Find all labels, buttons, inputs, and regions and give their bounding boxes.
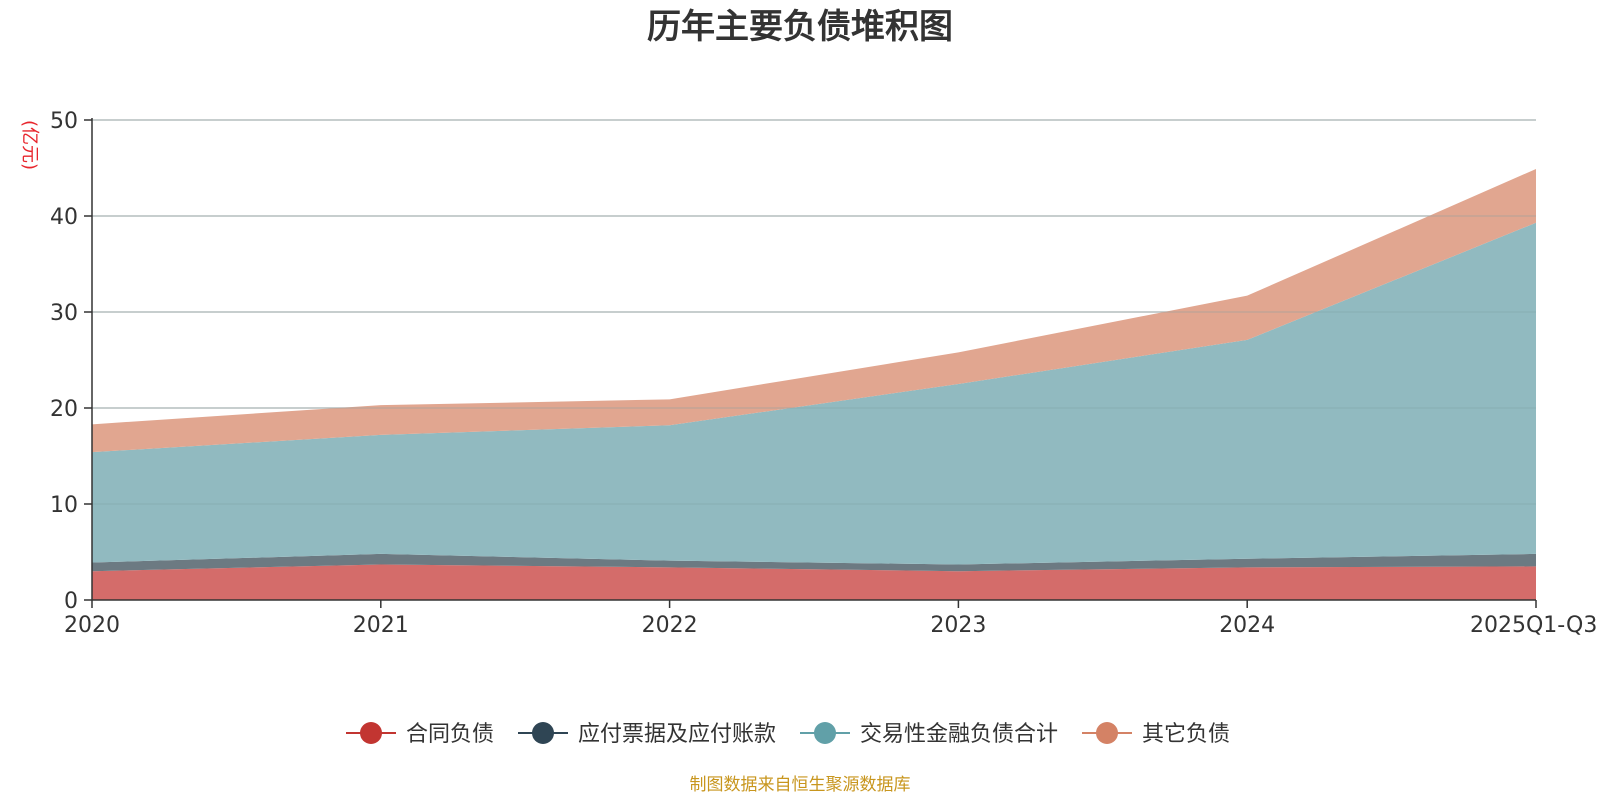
legend-marker <box>532 722 554 744</box>
chart-title: 历年主要负债堆积图 <box>647 7 953 47</box>
y-tick-label: 10 <box>50 493 78 518</box>
legend-marker <box>814 722 836 744</box>
area-series-1 <box>92 564 1536 600</box>
y-axis-label: (亿元) <box>19 120 40 170</box>
legend-label: 应付票据及应付账款 <box>578 722 776 747</box>
legend-marker <box>1096 722 1118 744</box>
x-tick-label: 2021 <box>353 613 409 638</box>
legend-label: 其它负债 <box>1142 722 1230 747</box>
x-tick-label: 2025Q1-Q3 <box>1470 613 1597 638</box>
legend-item-3: 交易性金融负债合计 <box>800 722 1058 747</box>
x-tick-label: 2023 <box>930 613 986 638</box>
y-tick-label: 20 <box>50 397 78 422</box>
legend-marker <box>360 722 382 744</box>
legend-label: 合同负债 <box>406 722 494 747</box>
legend-item-2: 应付票据及应付账款 <box>518 722 776 747</box>
x-tick-label: 2022 <box>642 613 698 638</box>
area-series-4 <box>92 168 1536 453</box>
legend-item-4: 其它负债 <box>1082 722 1230 747</box>
y-tick-label: 50 <box>50 109 78 134</box>
legend-item-1: 合同负债 <box>346 722 494 747</box>
y-tick-label: 40 <box>50 205 78 230</box>
axes: 0 10 20 30 40 50 2020 2021 2022 2023 2024 2025Q1-Q3 <box>50 109 1597 638</box>
legend-label: 交易性金融负债合计 <box>860 722 1058 747</box>
y-tick-label: 0 <box>64 589 78 614</box>
legend: 合同负债 应付票据及应付账款 交易性金融负债合计 其它负债 <box>346 722 1230 747</box>
source-note: 制图数据来自恒生聚源数据库 <box>690 775 911 795</box>
x-tick-label: 2024 <box>1219 613 1275 638</box>
x-tick-label: 2020 <box>64 613 120 638</box>
area-series <box>92 119 1536 600</box>
area-series-3 <box>92 222 1536 565</box>
y-tick-label: 30 <box>50 301 78 326</box>
